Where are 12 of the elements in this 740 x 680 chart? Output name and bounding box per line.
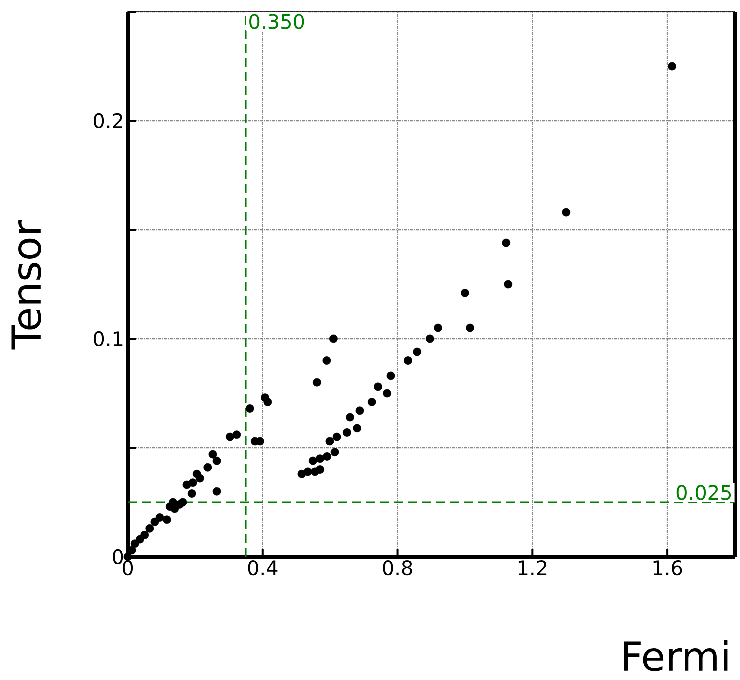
x-tick-label: 0.4 <box>248 560 278 576</box>
ref-line-label: 0.350 <box>250 14 304 30</box>
y-tick-label: 0.1 <box>94 331 123 347</box>
x-tick-label: 1.2 <box>518 560 547 576</box>
ref-line-label: 0.025 <box>676 485 732 500</box>
y-tick-label: 0.2 <box>94 113 122 129</box>
x-axis-title: Fermi <box>624 640 728 672</box>
y-tick-label: 0 <box>113 549 124 565</box>
x-tick-label: 0.8 <box>383 560 412 576</box>
x-tick-label: 1.6 <box>654 560 682 576</box>
y-axis-title: Tensor <box>12 220 42 350</box>
x-tick-label: 0 <box>122 560 134 576</box>
